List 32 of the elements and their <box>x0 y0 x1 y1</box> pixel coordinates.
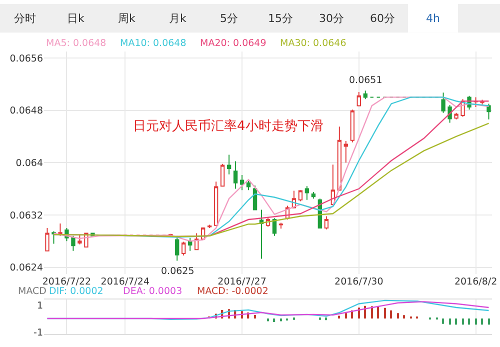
y-tick-label: -1 <box>34 327 43 338</box>
text: 15分 <box>268 12 293 25</box>
text: 5分 <box>220 12 238 25</box>
text: 日元对人民币汇率4小时走势下滑 <box>133 118 324 134</box>
text: 60分 <box>370 12 395 25</box>
y-tick-label: 0.0648 <box>10 106 43 117</box>
text: DIF: 0.0002 <box>49 286 104 297</box>
text: 周k <box>118 12 136 25</box>
text: 日k <box>67 12 85 25</box>
x-tick-label: 2016/7/27 <box>218 276 266 288</box>
chart-title: MACD <box>18 286 46 297</box>
text: 4h <box>426 12 440 25</box>
annotation: 0.0625 <box>161 266 194 277</box>
text: 分时 <box>14 12 36 25</box>
y-tick-label: 0.0624 <box>10 262 43 274</box>
text: MA10: 0.0648 <box>120 38 186 49</box>
text: 月k <box>169 12 187 25</box>
text: 30分 <box>319 12 344 25</box>
series-label: MACD: -0.0002 <box>197 286 268 297</box>
text: DEA: 0.0003 <box>123 286 182 297</box>
y-tick-label: 0.0632 <box>10 210 43 222</box>
annotation: 0.0651 <box>349 75 382 86</box>
y-tick-label: 0.0656 <box>10 53 43 64</box>
text: MA20: 0.0649 <box>200 38 266 49</box>
x-tick-label: 2016/8/2 <box>454 276 498 288</box>
y-tick-label: 0.064 <box>16 158 43 169</box>
x-tick-label: 2016/7/30 <box>334 276 384 288</box>
x-tick-label: 2016/7/24 <box>100 276 150 288</box>
x-tick-label: 2016/7/22 <box>42 276 92 288</box>
y-tick-label: 1 <box>36 300 43 312</box>
text: MA30: 0.0646 <box>280 38 346 49</box>
text: MA5: 0.0648 <box>46 38 106 49</box>
